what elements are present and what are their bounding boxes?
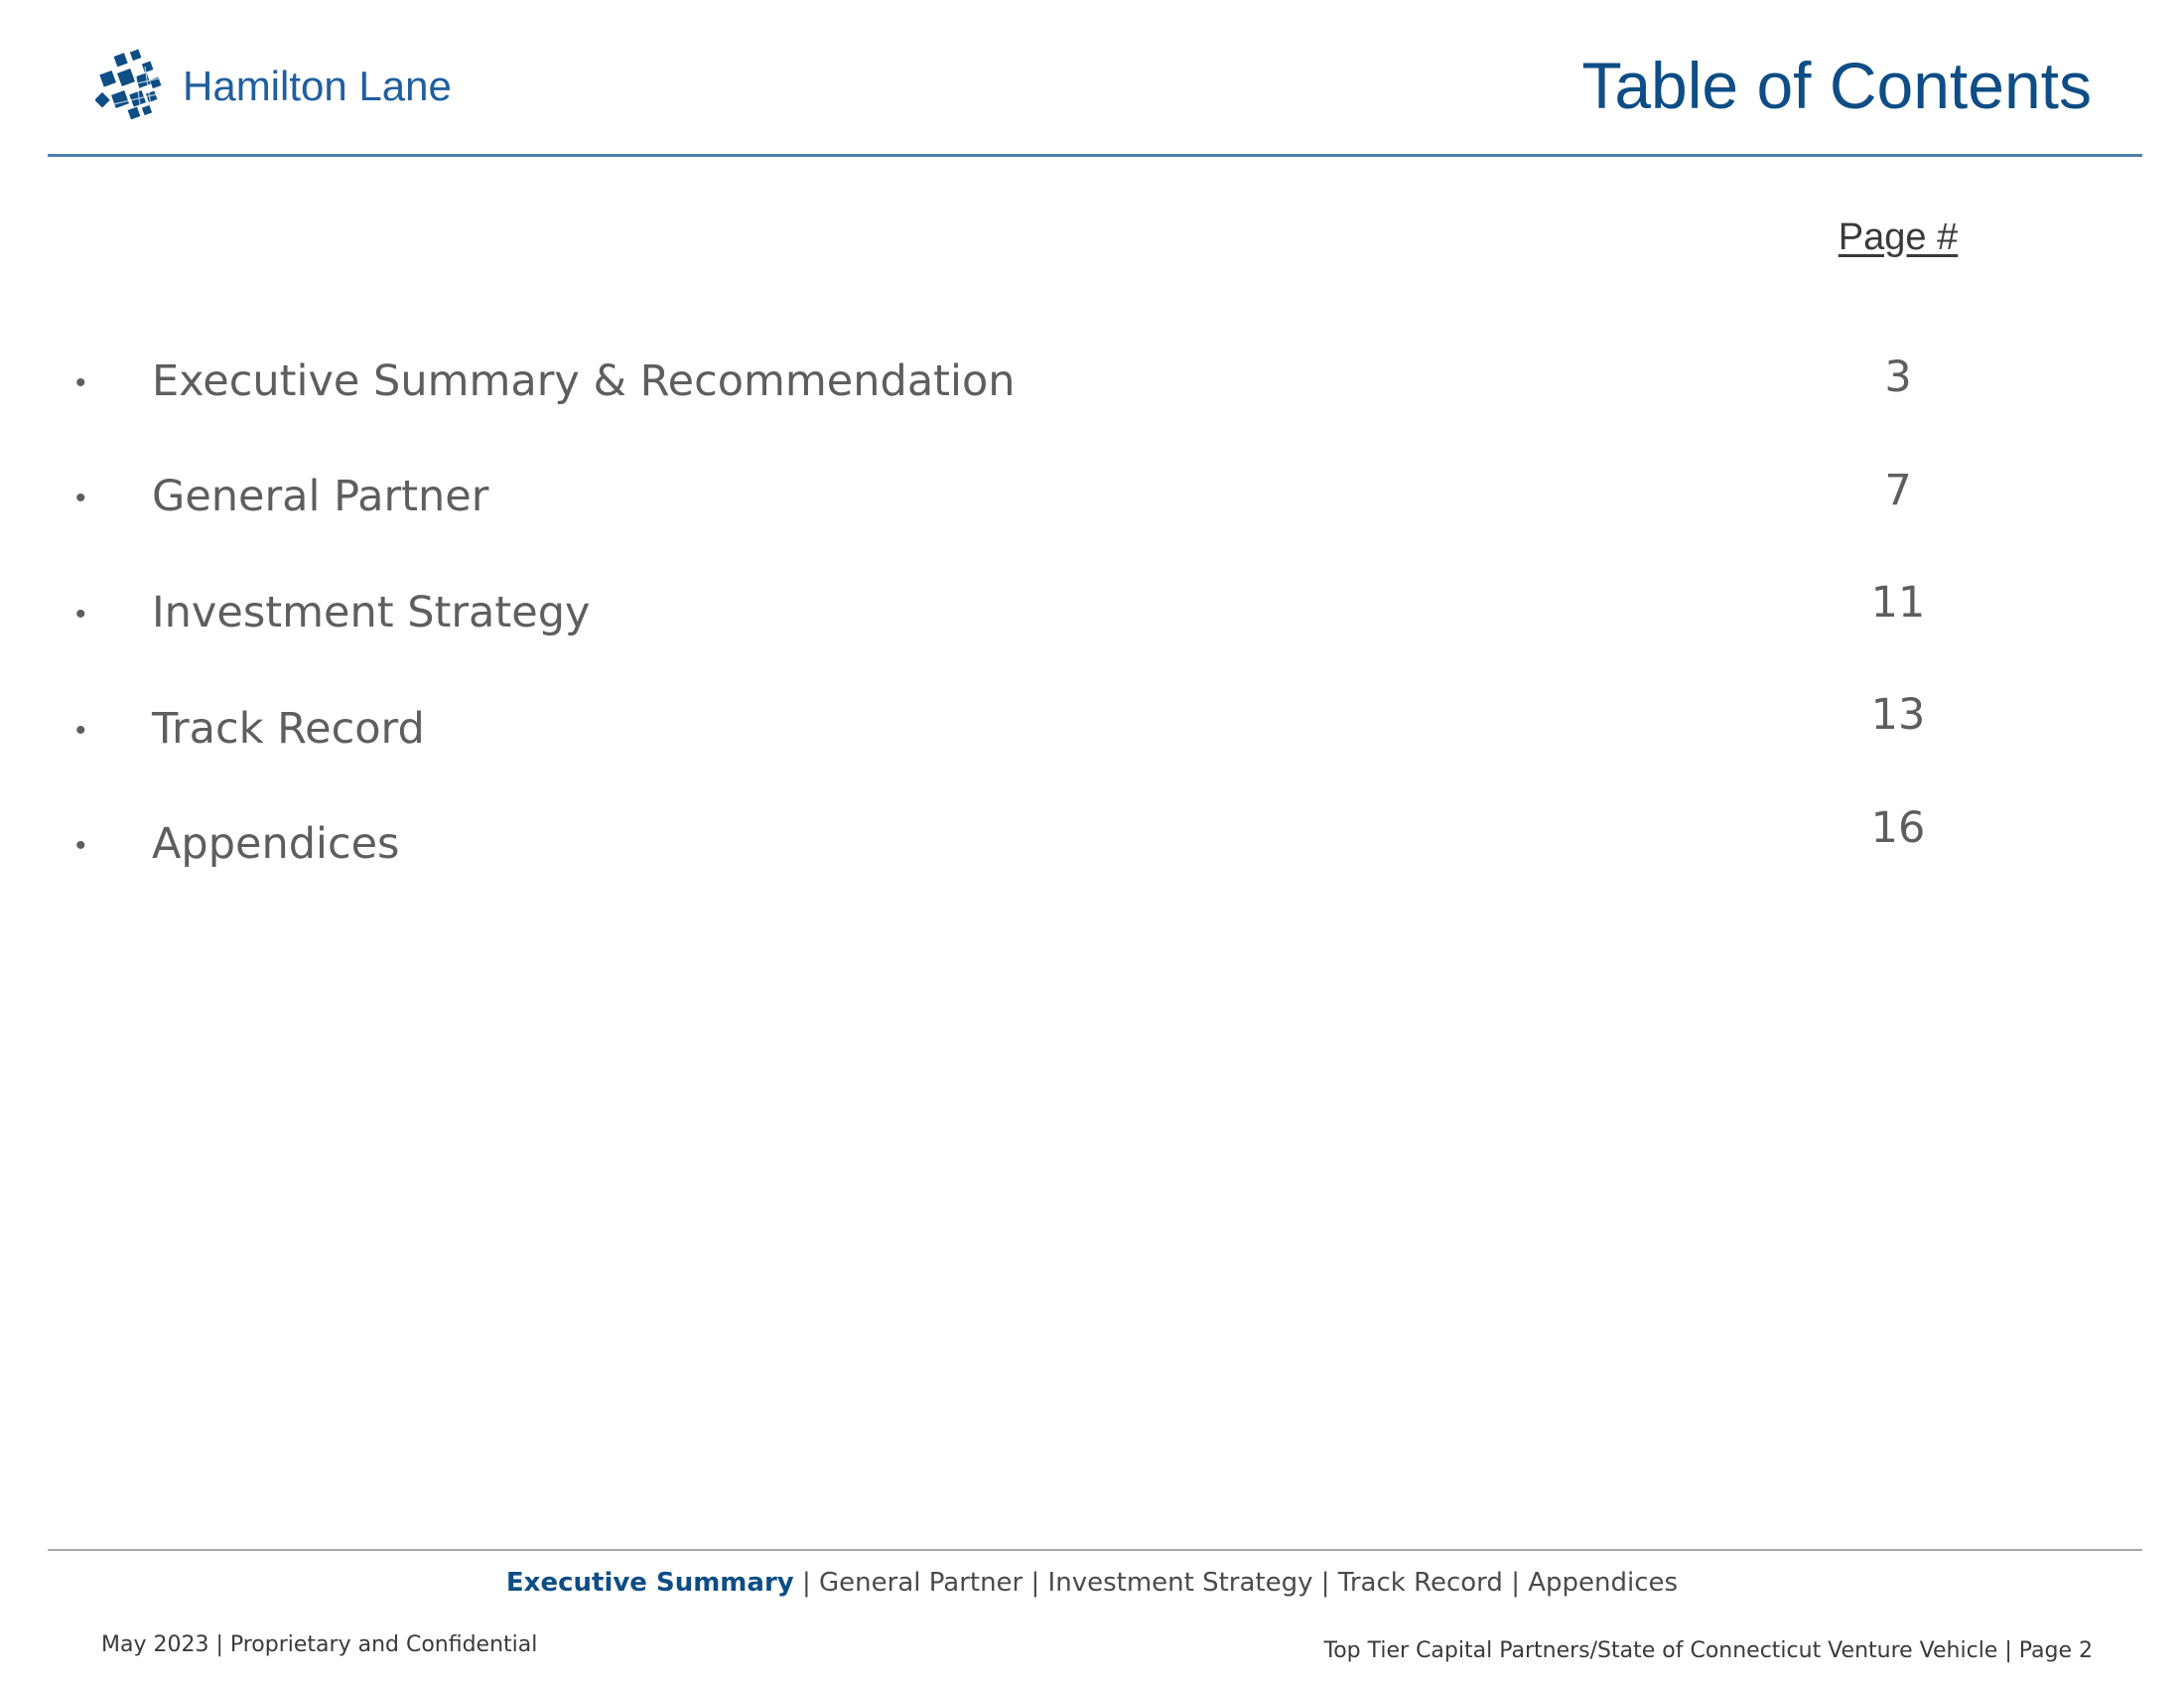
toc-item-label[interactable]: General Partner <box>152 472 489 521</box>
bullet-icon: • <box>75 598 86 631</box>
toc-item-appendices[interactable]: • Appendices 16 <box>0 803 2184 884</box>
footer-nav-separator: | <box>1511 1568 1520 1598</box>
hamilton-lane-logo-icon <box>95 49 162 120</box>
toc-item-label[interactable]: Track Record <box>152 704 425 754</box>
footer-nav-appendices[interactable]: Appendices <box>1528 1568 1679 1598</box>
footer-section-nav: Executive Summary | General Partner | In… <box>0 1563 2184 1603</box>
footer-nav-track-record[interactable]: Track Record <box>1337 1568 1503 1598</box>
hamilton-lane-logo: Hamilton Lane <box>95 48 452 125</box>
toc-item-track-record[interactable]: • Track Record 13 <box>0 690 2184 769</box>
footer-nav-separator: | <box>1320 1568 1330 1598</box>
footer-nav-executive-summary[interactable]: Executive Summary <box>505 1568 794 1598</box>
footer-document-page: Top Tier Capital Partners/State of Conne… <box>1323 1638 2094 1663</box>
logo-wordmark: Hamilton Lane <box>183 63 452 109</box>
page-number-column-header: Page # <box>1838 216 1959 258</box>
bullet-icon: • <box>75 829 86 862</box>
toc-item-page: 16 <box>1870 803 1926 853</box>
page-title: Table of Contents <box>1581 49 2092 122</box>
toc-item-page: 7 <box>1884 466 1912 515</box>
bullet-icon: • <box>75 366 86 399</box>
toc-item-general-partner[interactable]: • General Partner 7 <box>0 466 2184 536</box>
bullet-icon: • <box>75 482 86 514</box>
toc-item-page: 3 <box>1884 352 1912 402</box>
header-divider <box>48 154 2142 157</box>
footer-nav-separator: | <box>801 1568 811 1598</box>
toc-item-label[interactable]: Investment Strategy <box>152 588 591 637</box>
toc-item-label[interactable]: Appendices <box>152 819 400 869</box>
footer-nav-separator: | <box>1030 1568 1040 1598</box>
toc-item-page: 11 <box>1870 578 1926 628</box>
footer-nav-general-partner[interactable]: General Partner <box>819 1568 1024 1598</box>
toc-item-label[interactable]: Executive Summary & Recommendation <box>152 356 1016 406</box>
toc-item-investment-strategy[interactable]: • Investment Strategy 11 <box>0 578 2184 652</box>
footer-nav-investment-strategy[interactable]: Investment Strategy <box>1047 1568 1313 1598</box>
footer-date-confidential: May 2023 | Proprietary and Confidential <box>101 1632 538 1657</box>
toc-item-executive-summary[interactable]: • Executive Summary & Recommendation 3 <box>0 352 2184 421</box>
footer-divider <box>48 1549 2142 1551</box>
toc-item-page: 13 <box>1870 690 1926 740</box>
bullet-icon: • <box>75 714 86 747</box>
